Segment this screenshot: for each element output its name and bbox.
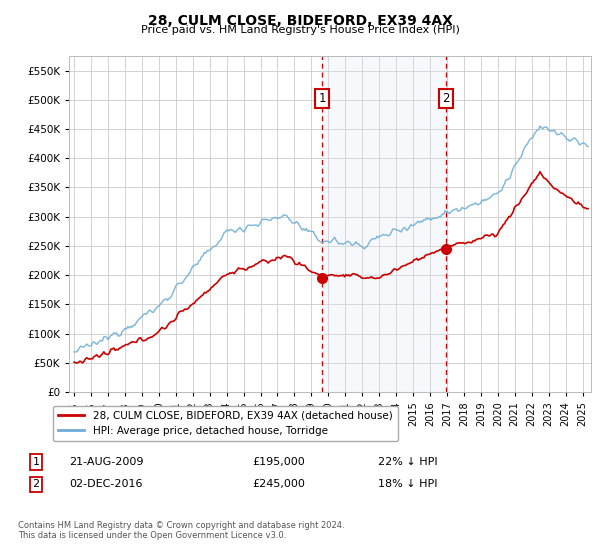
Text: 18% ↓ HPI: 18% ↓ HPI	[378, 479, 437, 489]
Text: £195,000: £195,000	[252, 457, 305, 467]
Text: 28, CULM CLOSE, BIDEFORD, EX39 4AX: 28, CULM CLOSE, BIDEFORD, EX39 4AX	[148, 14, 452, 28]
Text: Price paid vs. HM Land Registry's House Price Index (HPI): Price paid vs. HM Land Registry's House …	[140, 25, 460, 35]
Text: 2: 2	[32, 479, 40, 489]
Legend: 28, CULM CLOSE, BIDEFORD, EX39 4AX (detached house), HPI: Average price, detache: 28, CULM CLOSE, BIDEFORD, EX39 4AX (deta…	[53, 405, 398, 441]
Text: £245,000: £245,000	[252, 479, 305, 489]
Text: 2: 2	[442, 92, 449, 105]
Text: 1: 1	[32, 457, 40, 467]
Text: 21-AUG-2009: 21-AUG-2009	[69, 457, 143, 467]
Text: 02-DEC-2016: 02-DEC-2016	[69, 479, 143, 489]
Text: 1: 1	[319, 92, 326, 105]
Bar	[322, 56, 446, 392]
Text: Contains HM Land Registry data © Crown copyright and database right 2024.
This d: Contains HM Land Registry data © Crown c…	[18, 521, 344, 540]
Text: 22% ↓ HPI: 22% ↓ HPI	[378, 457, 437, 467]
